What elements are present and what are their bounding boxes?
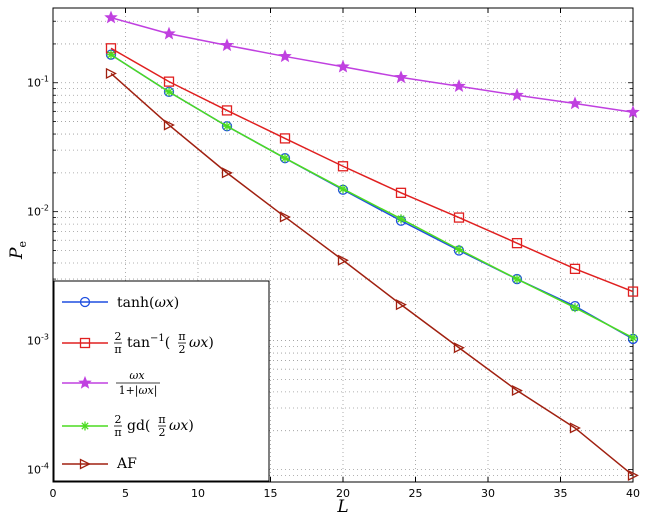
- svg-text:ωx): ωx): [189, 335, 214, 351]
- legend-label-af: AF: [116, 456, 137, 472]
- data-point-s2: [626, 105, 640, 119]
- data-point-s2: [162, 26, 176, 40]
- x-tick-label: 30: [481, 487, 495, 500]
- data-point-s4: [221, 167, 233, 179]
- data-point-s3: [512, 274, 522, 284]
- svg-text:1+|ωx|: 1+|ωx|: [119, 384, 158, 398]
- data-point-s1: [279, 133, 291, 144]
- x-tick-label: 15: [264, 487, 278, 500]
- data-point-s3: [164, 87, 174, 97]
- data-point-s3: [570, 303, 580, 313]
- data-point-s1: [163, 76, 175, 87]
- data-point-s1: [453, 212, 465, 223]
- data-point-s4: [337, 254, 349, 266]
- x-tick-label: 0: [50, 487, 57, 500]
- legend-marker-1: [79, 337, 91, 349]
- svg-text:π: π: [158, 413, 165, 426]
- legend-label-tanh: tanh(ωx): [117, 295, 179, 311]
- legend-marker-4: [79, 458, 91, 470]
- data-point-s3: [454, 244, 464, 254]
- legend-label-rational: ωx 1+|ωx|: [116, 369, 160, 398]
- x-tick-label: 20: [336, 487, 350, 500]
- data-point-s4: [453, 342, 465, 354]
- svg-text:π: π: [178, 330, 185, 343]
- x-tick-label: 35: [554, 487, 568, 500]
- legend-label-gd: 2 π gd( π 2 ωx): [114, 413, 194, 439]
- legend-marker-3: [80, 421, 90, 431]
- data-point-s3: [106, 50, 116, 60]
- svg-text:ωx: ωx: [129, 369, 145, 382]
- svg-text:2: 2: [115, 330, 122, 343]
- y-axis-title: Pe: [7, 241, 29, 260]
- data-point-s3: [338, 184, 348, 194]
- svg-text:π: π: [114, 426, 121, 439]
- data-point-s2: [394, 70, 408, 84]
- series-line-4: [110, 72, 634, 476]
- data-point-s1: [511, 237, 523, 249]
- data-point-s2: [568, 96, 582, 110]
- data-point-s3: [628, 333, 638, 343]
- legend-marker-2: [78, 375, 92, 389]
- data-point-s4: [511, 384, 523, 397]
- legend-samples: [62, 296, 108, 470]
- data-point-s1: [337, 161, 349, 172]
- x-tick-label: 5: [122, 487, 129, 500]
- legend: tanh(ωx) 2 π tan−1( π 2 ωx) ωx 1+|ωx| 2 …: [53, 280, 270, 482]
- data-point-s3: [396, 214, 406, 224]
- data-point-s2: [220, 38, 234, 52]
- data-point-s1: [569, 263, 581, 275]
- x-tick-label: 25: [409, 487, 423, 500]
- data-point-s2: [510, 88, 524, 101]
- data-point-s2: [336, 59, 350, 73]
- ticks: 0 5 10 15 20 25 30 35 40 10-1 10-2 10-3 10-4: [27, 8, 640, 500]
- y-tick-label: 10-3: [27, 333, 49, 348]
- data-point-s2: [278, 49, 292, 63]
- svg-text:gd(: gd(: [127, 418, 150, 434]
- svg-text:ωx): ωx): [169, 418, 194, 434]
- data-point-s4: [569, 422, 581, 434]
- data-point-s4: [163, 119, 175, 131]
- data-point-s1: [221, 105, 233, 116]
- data-point-s4: [279, 211, 291, 223]
- y-tick-label: 10-1: [27, 75, 49, 90]
- data-point-s1: [395, 187, 407, 198]
- legend-marker-0: [79, 296, 91, 308]
- data-point-s4: [627, 469, 639, 481]
- data-point-s1: [627, 286, 639, 297]
- x-tick-label: 40: [626, 487, 640, 500]
- y-tick-label: 10-2: [27, 204, 49, 219]
- data-point-s4: [105, 67, 117, 80]
- data-point-s4: [395, 299, 407, 311]
- data-point-s2: [452, 79, 466, 92]
- x-tick-label: 10: [191, 487, 205, 500]
- y-tick-label: 10-4: [27, 462, 49, 477]
- data-point-s2: [104, 10, 118, 24]
- series-line-3: [110, 54, 634, 339]
- svg-text:2: 2: [179, 343, 186, 356]
- svg-text:2: 2: [159, 426, 166, 439]
- svg-text:2: 2: [115, 413, 122, 426]
- svg-text:π: π: [114, 343, 121, 356]
- series-line-1: [110, 47, 634, 293]
- series: [104, 10, 640, 481]
- series-line-2: [110, 16, 634, 114]
- data-point-s3: [280, 153, 290, 163]
- data-point-s3: [222, 121, 232, 131]
- x-axis-title: L: [336, 497, 348, 517]
